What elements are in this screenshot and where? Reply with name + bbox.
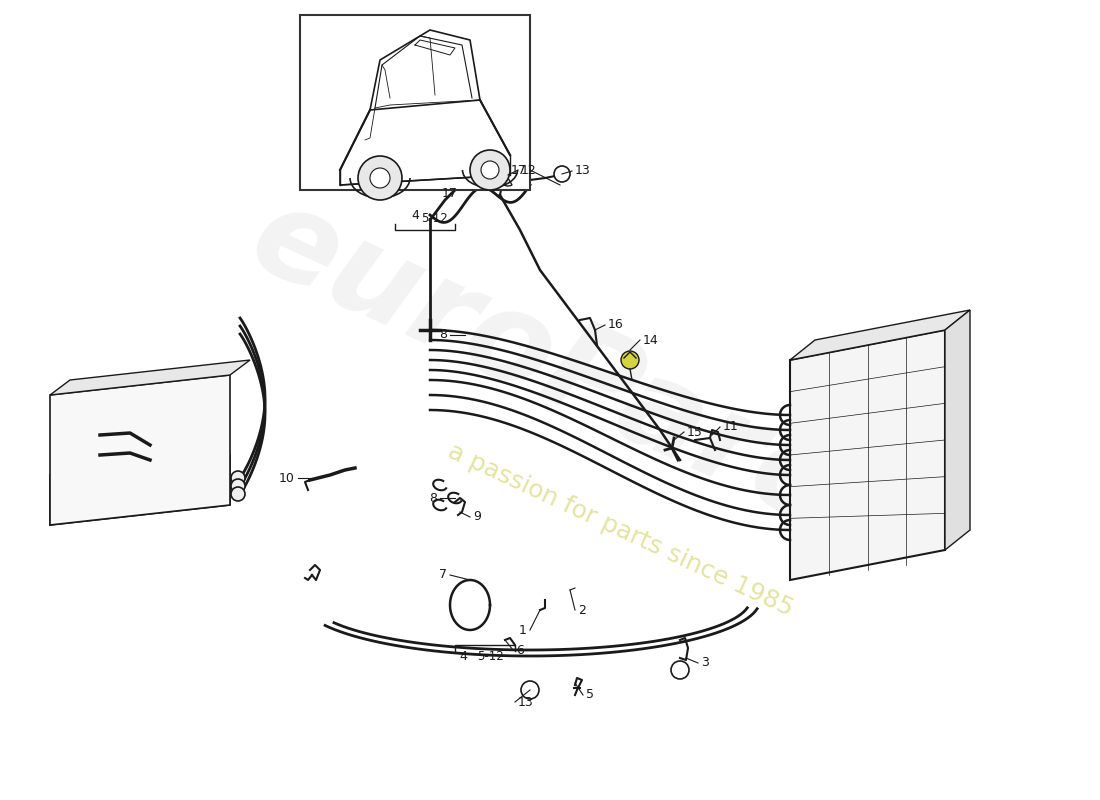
Text: 5-12: 5-12 <box>476 650 504 663</box>
Text: 5: 5 <box>586 689 594 702</box>
Text: 11: 11 <box>723 421 739 434</box>
Text: 7: 7 <box>439 569 447 582</box>
Text: 13: 13 <box>575 165 591 178</box>
Text: 2: 2 <box>578 603 586 617</box>
Text: 14: 14 <box>644 334 659 346</box>
Circle shape <box>470 150 510 190</box>
Circle shape <box>481 161 499 179</box>
Circle shape <box>231 471 245 485</box>
Text: 17: 17 <box>442 187 458 200</box>
Bar <box>300 15 530 190</box>
Polygon shape <box>790 310 970 360</box>
Text: 15: 15 <box>688 426 703 438</box>
Circle shape <box>370 168 390 188</box>
Text: 10: 10 <box>279 471 295 485</box>
Text: 1: 1 <box>519 623 527 637</box>
Text: 13: 13 <box>518 695 534 709</box>
Circle shape <box>671 661 689 679</box>
Circle shape <box>231 479 245 493</box>
Text: 4: 4 <box>411 209 419 222</box>
Polygon shape <box>945 310 970 550</box>
Circle shape <box>521 681 539 699</box>
Polygon shape <box>50 375 230 525</box>
Text: 8: 8 <box>429 491 437 505</box>
Text: 8: 8 <box>439 329 447 342</box>
Circle shape <box>554 166 570 182</box>
Text: 4: 4 <box>459 650 466 663</box>
Text: euroPares: euroPares <box>233 175 927 585</box>
Text: a passion for parts since 1985: a passion for parts since 1985 <box>443 439 796 621</box>
Text: 17: 17 <box>512 163 527 177</box>
Text: 6: 6 <box>516 643 524 657</box>
Polygon shape <box>50 455 230 525</box>
Text: 9: 9 <box>473 510 481 523</box>
Text: 16: 16 <box>608 318 624 331</box>
Polygon shape <box>790 330 945 580</box>
Circle shape <box>231 487 245 501</box>
Circle shape <box>621 351 639 369</box>
Wedge shape <box>500 171 512 186</box>
Text: 12: 12 <box>521 163 537 177</box>
Circle shape <box>358 156 402 200</box>
Text: 5-12: 5-12 <box>421 212 449 225</box>
Polygon shape <box>50 360 250 395</box>
Text: 3: 3 <box>701 657 708 670</box>
